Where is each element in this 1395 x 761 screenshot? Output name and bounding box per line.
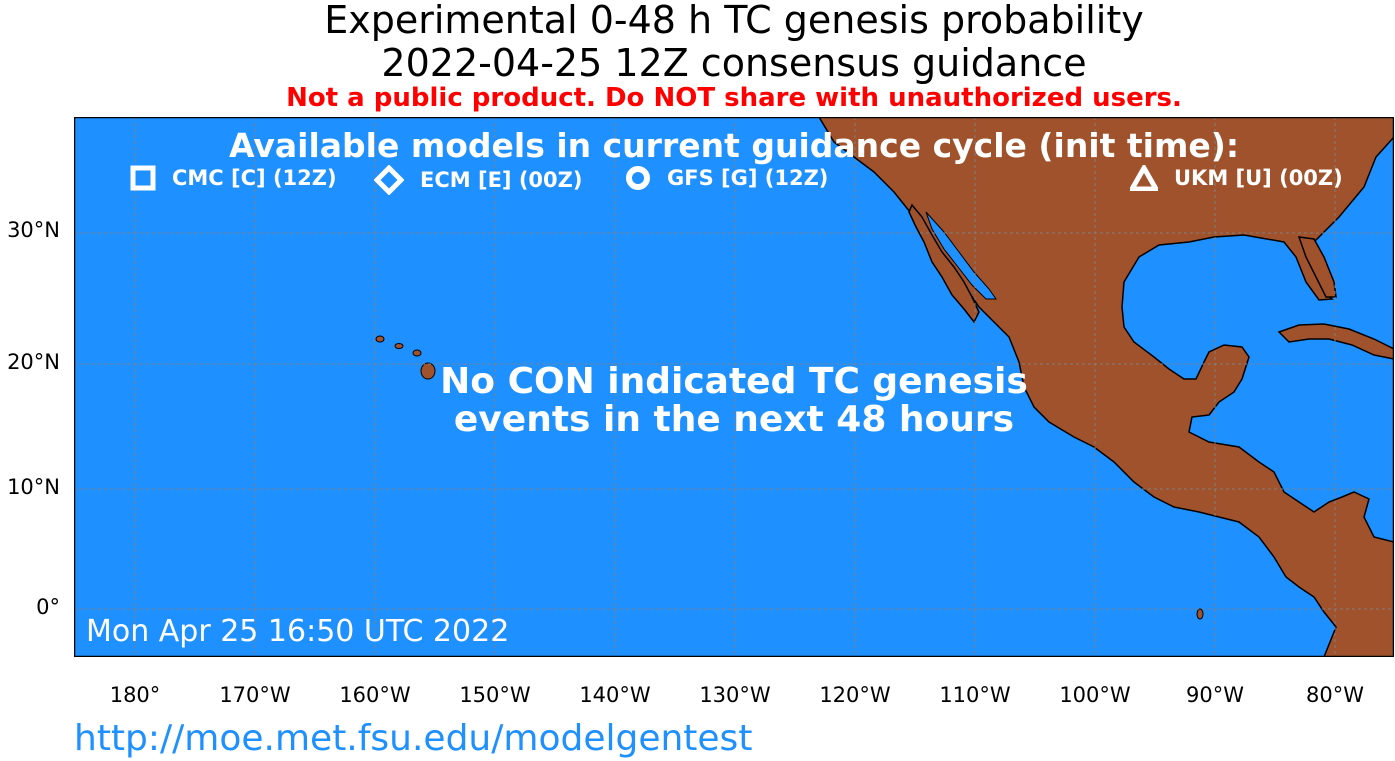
map-svg [74,117,1394,657]
legend-model-ukm: UKM [U] (00Z) [1130,165,1343,191]
island-maui [412,349,422,357]
title-line-1: Experimental 0-48 h TC genesis probabili… [324,0,1144,42]
triangle-icon [1130,165,1158,191]
landmass-north-america [818,117,1394,657]
landmass-cuba [1277,323,1394,360]
legend-model-label: CMC [C] (12Z) [172,166,337,190]
x-tick-label: 160°W [339,683,411,707]
island-hawaii [420,362,436,380]
no-genesis-message-line-1: No CON indicated TC genesis [440,361,1028,402]
landmass-baja-california [908,203,980,324]
product-url-link[interactable]: http://moe.met.fsu.edu/modelgentest [74,718,753,759]
map-panel: Available models in current guidance cyc… [74,117,1394,657]
gulf-of-california [925,211,997,300]
legend-model-gfs: GFS [G] (12Z) [625,165,828,191]
legend-model-label: UKM [U] (00Z) [1174,166,1343,190]
y-tick-label: 30°N [7,218,60,242]
x-tick-label: 150°W [459,683,531,707]
x-tick-label: 80°W [1306,683,1364,707]
x-tick-label: 170°W [219,683,291,707]
warning-text: Not a public product. Do NOT share with … [286,83,1182,113]
island-oahu [394,343,404,349]
x-tick-label: 120°W [819,683,891,707]
no-genesis-message-line-2: events in the next 48 hours [453,399,1015,440]
y-tick-label: 0° [36,595,60,619]
map-border [74,117,1394,657]
y-tick-label: 20°N [7,350,60,374]
x-tick-label: 180° [109,683,161,707]
legend-model-label: ECM [E] (00Z) [420,168,583,192]
circle-icon [626,166,650,190]
x-tick-label: 100°W [1059,683,1131,707]
legend-model-label: GFS [G] (12Z) [667,166,829,190]
timestamp: Mon Apr 25 16:50 UTC 2022 [86,614,510,649]
legend-model-ecm: ECM [E] (00Z) [374,165,582,195]
legend-model-cmc: CMC [C] (12Z) [130,165,337,191]
legend-title: Available models in current guidance cyc… [228,126,1240,165]
x-tick-label: 110°W [939,683,1011,707]
x-tick-label: 130°W [699,683,771,707]
island-kauai [375,335,385,343]
x-tick-label: 140°W [579,683,651,707]
y-tick-label: 10°N [7,475,60,499]
landmass-florida [1297,236,1337,298]
square-icon [130,165,156,191]
diamond-icon [374,165,404,195]
island-galapagos [1196,608,1204,620]
x-tick-label: 90°W [1186,683,1244,707]
title-line-2: 2022-04-25 12Z consensus guidance [381,41,1087,85]
gridlines [74,117,1394,657]
